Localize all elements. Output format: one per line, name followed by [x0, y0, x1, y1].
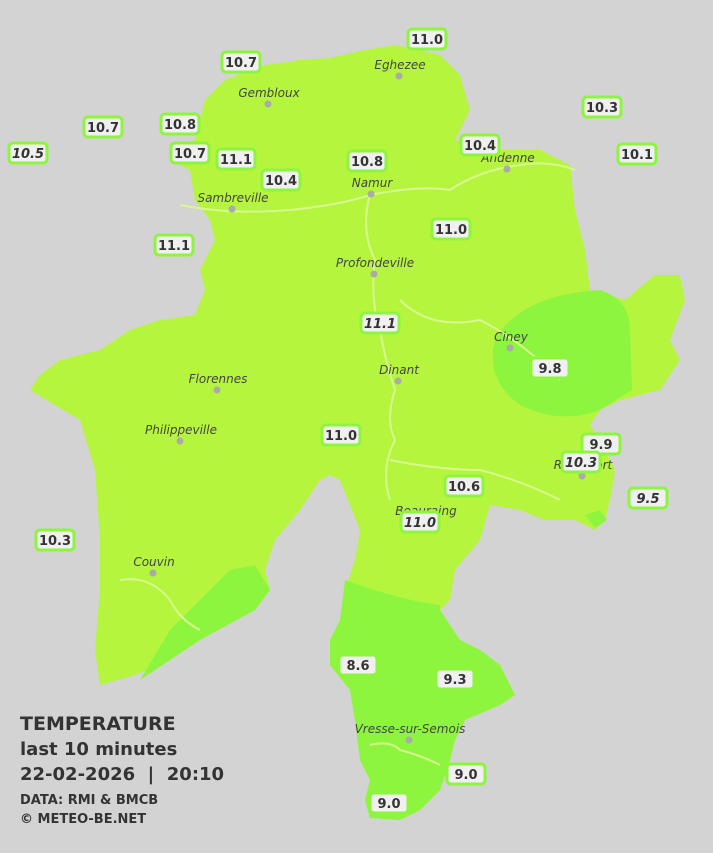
- town-name: Philippeville: [145, 423, 217, 437]
- town-dot: [506, 344, 514, 352]
- reading-value: 10.7: [87, 121, 119, 136]
- cool-zone: [330, 580, 515, 820]
- town-name: Dinant: [379, 363, 420, 377]
- reading-box: [346, 149, 388, 173]
- cool-zone: [140, 565, 270, 680]
- town-name: Eghezee: [374, 58, 425, 72]
- legend-title: TEMPERATURE: [20, 713, 176, 735]
- reading-box: [82, 115, 124, 139]
- town-name: Ciney: [494, 330, 529, 344]
- reading-value: 8.6: [346, 659, 369, 674]
- town-dot: [367, 190, 375, 198]
- reading-box: [337, 653, 379, 677]
- reading-box: [359, 311, 401, 335]
- cool-zone: [492, 290, 632, 417]
- reading-box: [443, 474, 485, 498]
- town-dot: [395, 72, 403, 80]
- reading-box: [159, 112, 201, 136]
- town-dot: [503, 165, 511, 173]
- reading-box: [320, 423, 362, 447]
- town-dot: [394, 377, 402, 385]
- reading-box: [430, 217, 472, 241]
- reading-value: 11.1: [220, 153, 252, 168]
- reading-box: [215, 147, 257, 171]
- town-name: Florennes: [189, 372, 248, 386]
- reading-value: 10.8: [351, 155, 383, 170]
- town-dot: [149, 569, 157, 577]
- reading-box: [153, 233, 195, 257]
- reading-value: 10.8: [164, 118, 196, 133]
- reading-value: 11.0: [435, 223, 467, 238]
- town-name: Gembloux: [238, 86, 300, 100]
- reading-value: 10.3: [565, 456, 597, 471]
- town-dot: [213, 386, 221, 394]
- town-dot: [176, 437, 184, 445]
- town-name: Couvin: [133, 555, 174, 569]
- reading-value: 9.9: [589, 438, 612, 453]
- reading-value: 10.1: [621, 148, 653, 163]
- reading-value: 9.0: [377, 797, 400, 812]
- town-dot: [370, 270, 378, 278]
- town-name: Profondeville: [336, 256, 414, 270]
- reading-box: [434, 667, 476, 691]
- reading-box: [220, 50, 262, 74]
- reading-box: [581, 95, 623, 119]
- reading-value: 11.0: [411, 33, 443, 48]
- reading-value: 11.1: [364, 317, 396, 332]
- reading-value: 10.6: [448, 480, 480, 495]
- reading-value: 11.0: [325, 429, 357, 444]
- reading-value: 9.8: [538, 362, 561, 377]
- town-dot: [405, 736, 413, 744]
- reading-value: 10.7: [174, 147, 206, 162]
- reading-value: 10.3: [39, 534, 71, 549]
- town-name: Vresse-sur-Semois: [355, 722, 466, 736]
- town-dot: [228, 205, 236, 213]
- reading-box: [445, 762, 487, 786]
- reading-value: 9.0: [454, 768, 477, 783]
- reading-box: [7, 141, 49, 165]
- legend-period: last 10 minutes: [20, 739, 177, 760]
- reading-box: [616, 142, 658, 166]
- town-dot: [264, 100, 272, 108]
- reading-value: 10.7: [225, 56, 257, 71]
- reading-box: [560, 450, 602, 474]
- reading-box: [627, 486, 669, 510]
- reading-value: 9.3: [443, 673, 466, 688]
- reading-box: [169, 141, 211, 165]
- reading-box: [368, 791, 410, 815]
- legend-copyright: © METEO-BE.NET: [20, 812, 146, 827]
- legend-source: DATA: RMI & BMCB: [20, 793, 158, 808]
- readings: 10.7 11.0 10.3 10.7 10.8 10.5 10.7 11.1 10.4 10.8…: [7, 27, 669, 815]
- reading-value: 10.3: [586, 101, 618, 116]
- reading-value: 9.5: [636, 492, 659, 507]
- reading-box: [260, 168, 302, 192]
- reading-box: [406, 27, 448, 51]
- town-dot: [578, 472, 586, 480]
- reading-box: [34, 528, 76, 552]
- reading-box: [399, 510, 441, 534]
- cool-zone: [585, 510, 607, 528]
- reading-box: [529, 356, 571, 380]
- reading-value: 10.4: [464, 139, 496, 154]
- reading-box: [459, 133, 501, 157]
- legend-timestamp: 22-02-2026 | 20:10: [20, 764, 224, 785]
- town-name: Sambreville: [197, 191, 268, 205]
- reading-value: 10.4: [265, 174, 297, 189]
- reading-value: 11.0: [404, 516, 436, 531]
- reading-value: 11.1: [158, 239, 190, 254]
- reading-value: 10.5: [12, 147, 44, 162]
- town-name: Namur: [352, 176, 394, 190]
